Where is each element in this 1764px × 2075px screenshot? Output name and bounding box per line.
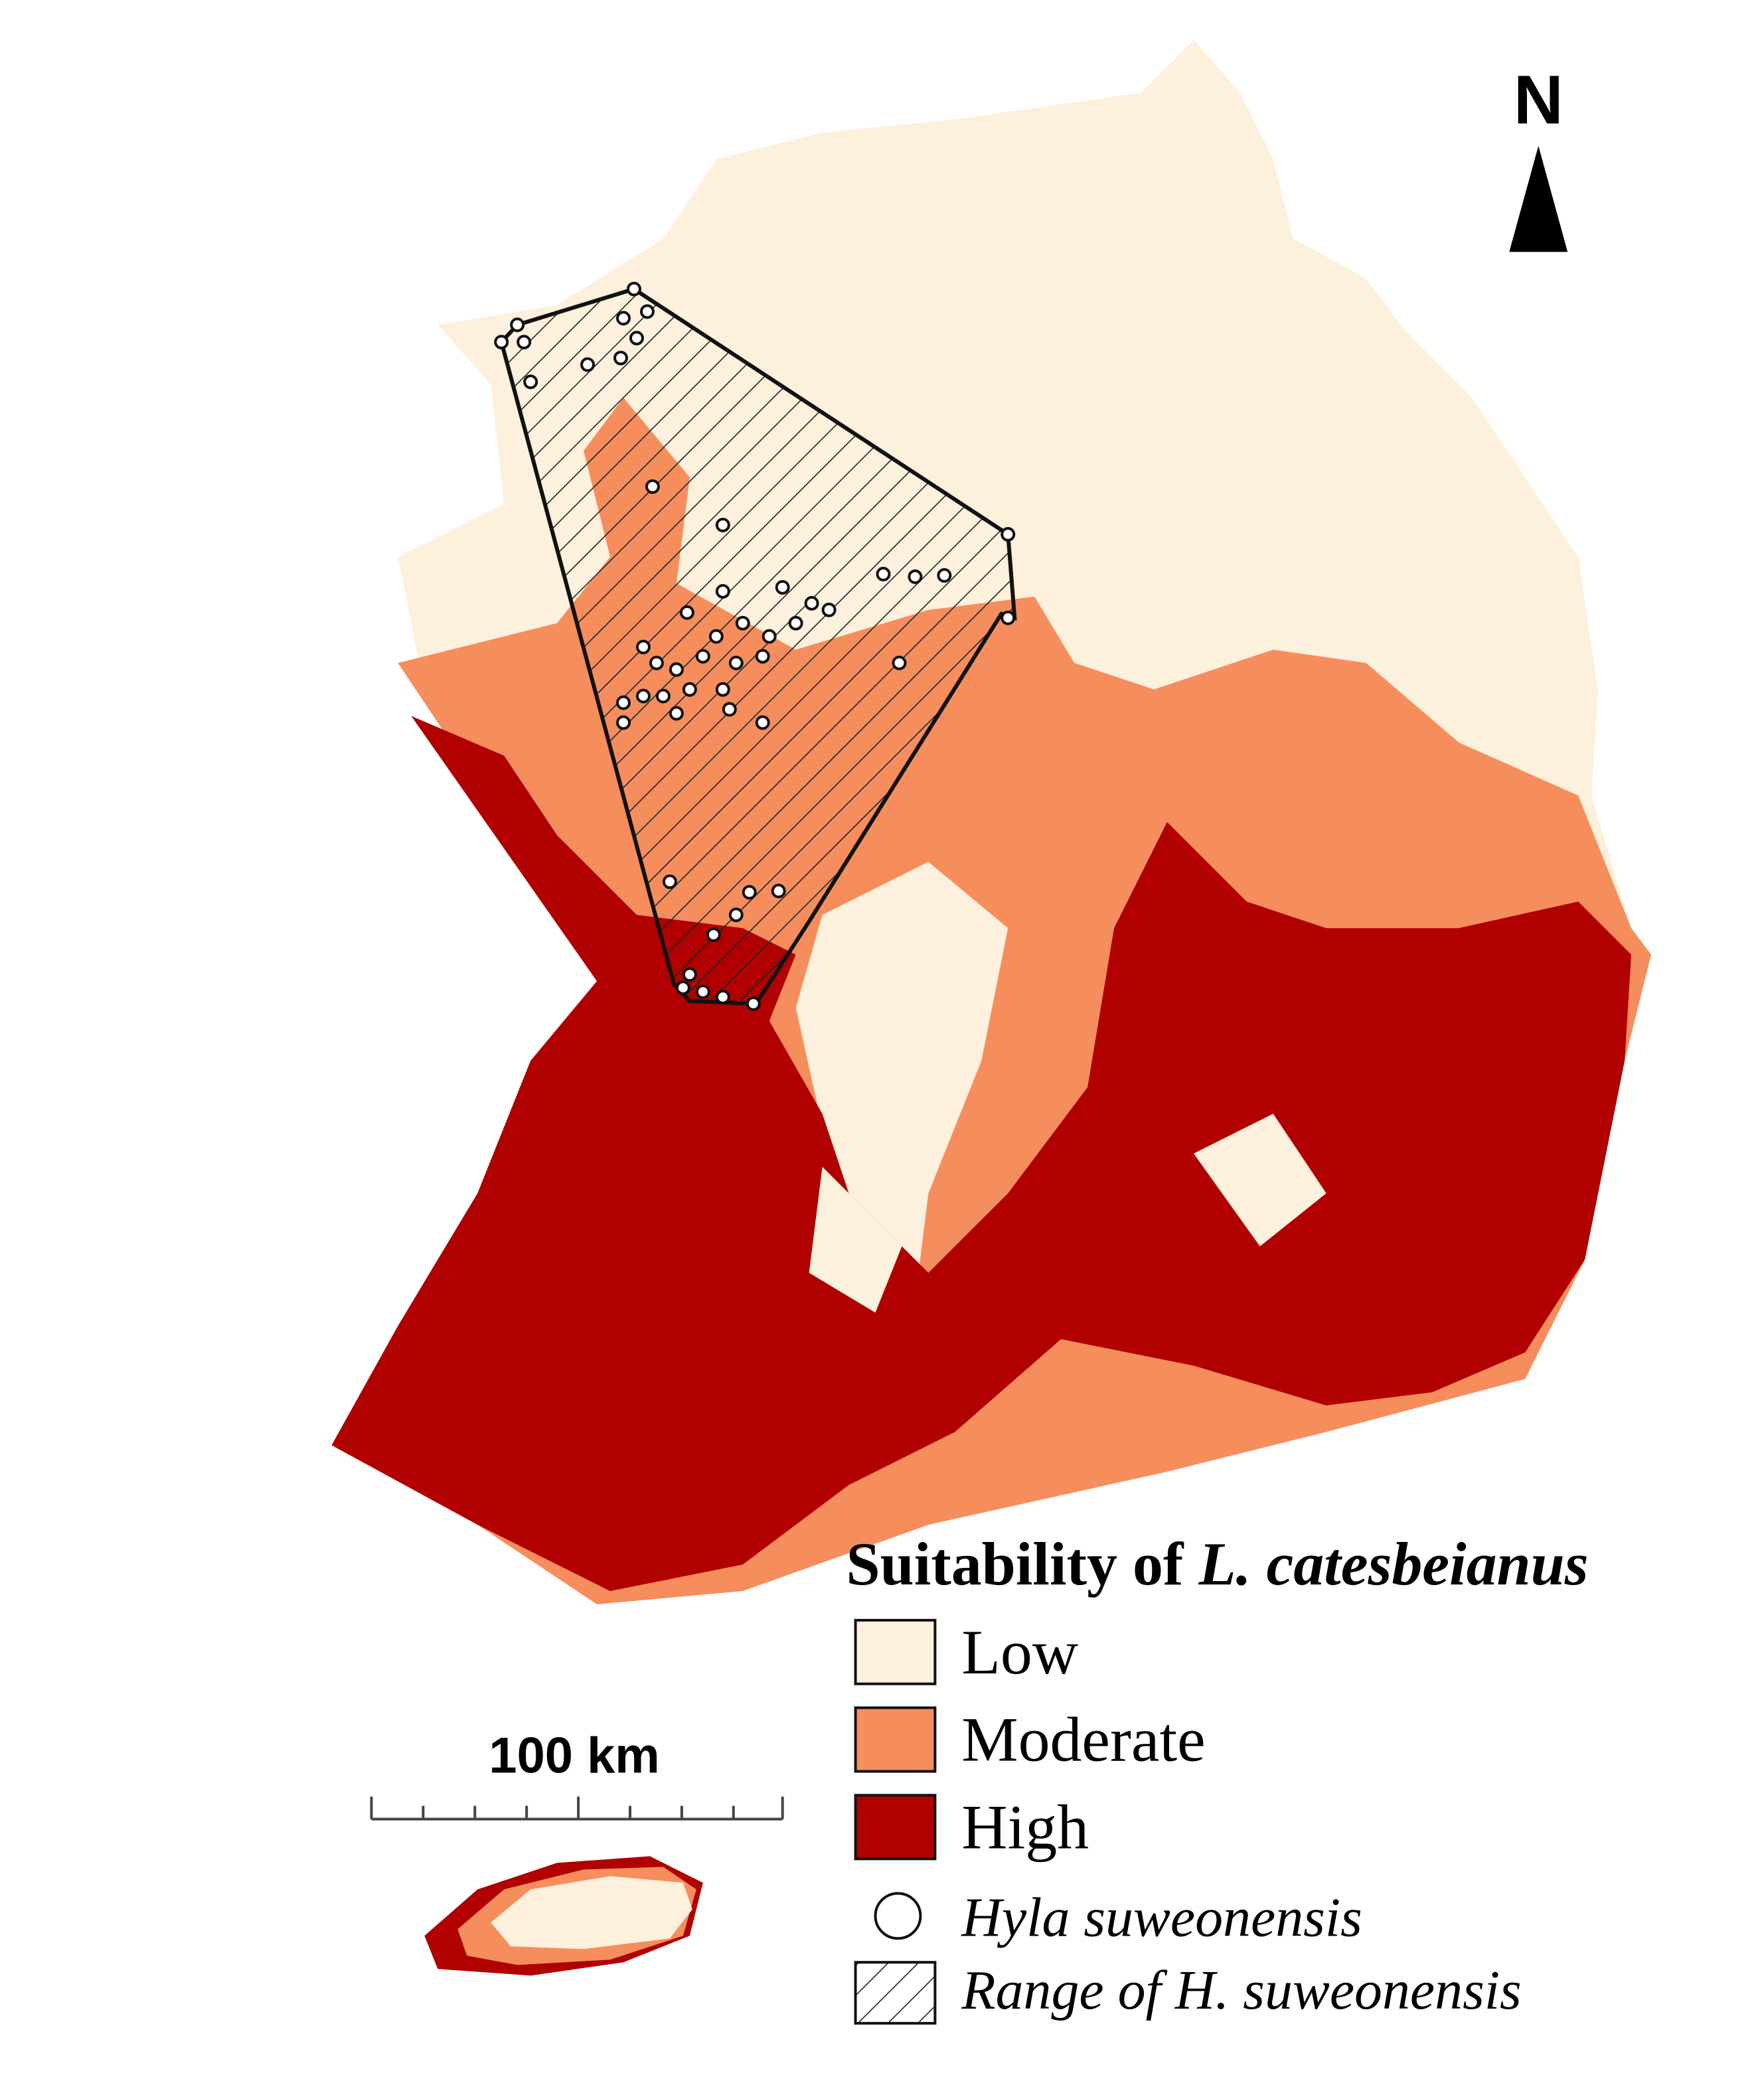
range-polygon (499, 287, 1017, 1006)
legend-range-symbol (854, 1961, 937, 2025)
high-area (331, 716, 1632, 1591)
legend-label: Hyla suweonensis (961, 1886, 1362, 1948)
jeju-low (491, 1876, 692, 1950)
legend-swatch (854, 1794, 937, 1861)
legend-title-prefix: Suitability of (846, 1530, 1184, 1598)
scale-bar (370, 1796, 784, 1821)
legend-swatch (854, 1618, 937, 1685)
legend-swatch (854, 1706, 937, 1773)
legend-label: Moderate (961, 1705, 1205, 1775)
legend-label: Low (961, 1617, 1078, 1687)
legend-point-symbol (874, 1892, 922, 1940)
low-patch (809, 1113, 1326, 1313)
north-arrow (1509, 145, 1568, 252)
legend-title: Suitability of L. catesbeianus (846, 1530, 1589, 1598)
legend-label: Range of H. suweonensis (961, 1960, 1521, 2021)
low-patch (795, 862, 1008, 1300)
scale-label: 100 km (489, 1728, 659, 1784)
legend-label: High (961, 1792, 1089, 1862)
legend: Low Moderate High (854, 1617, 1206, 1862)
legend-title-species: L. catesbeianus (1198, 1530, 1589, 1598)
occurrence-points (494, 281, 1016, 1012)
north-label: N (1514, 62, 1564, 139)
